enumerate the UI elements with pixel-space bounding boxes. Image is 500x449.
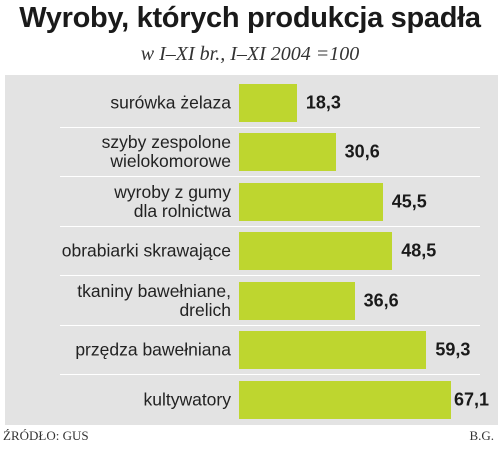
bar [239,281,355,320]
bar [239,83,297,122]
bar [239,182,383,221]
category-label: tkaniny bawełniane, drelich [77,280,231,320]
value-label: 30,6 [344,141,380,162]
bar [239,380,451,419]
chart-subtitle: w I–XI br., I–XI 2004 =100 [140,43,360,65]
value-label: 45,5 [391,191,427,212]
category-label: kultywatory [143,389,231,410]
category-label: wyroby z gumy dla rolnictwa [114,181,231,221]
value-label: 59,3 [435,339,471,360]
value-label: 18,3 [305,92,341,113]
chart-panel: surówka żelaza 18,3 szyby zespolone wieloko… [5,75,498,425]
row-divider [60,176,480,177]
row-divider [60,275,480,276]
author-initials: B.G. [469,428,494,443]
category-label: szyby zespolone wielokomorowe [101,132,231,172]
bar [239,331,427,370]
row-divider [60,225,480,227]
row-divider [60,126,480,128]
value-label: 67,1 [454,389,490,410]
row-divider [60,324,480,326]
bar [239,232,393,271]
chart-title: Wyroby, których produkcja spadła [19,2,481,34]
category-label: obrabiarki skrawające [61,240,231,261]
source-note: ŹRÓDŁO: GUS [3,428,89,443]
value-label: 36,6 [363,290,399,311]
bar [239,133,336,172]
category-label: surówka żelaza [110,92,231,113]
row-divider [60,374,480,375]
category-label: przędza bawełniana [75,339,231,360]
value-label: 48,5 [401,240,437,261]
